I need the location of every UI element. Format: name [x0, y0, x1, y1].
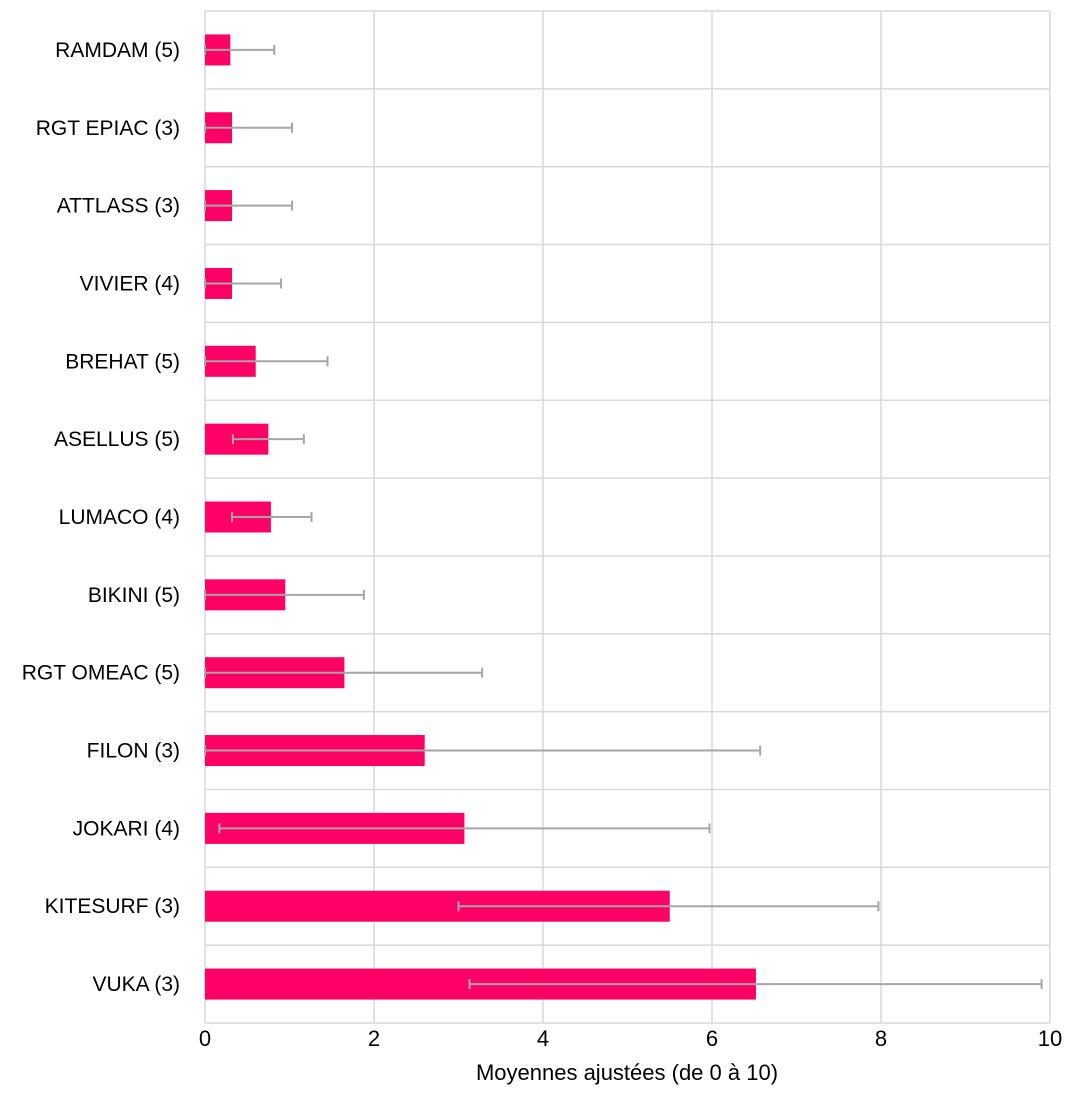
category-label: FILON (3): [87, 740, 180, 763]
x-tick-labels: 0 2 4 6 8 10: [199, 1026, 1062, 1051]
error-bar: [231, 512, 313, 522]
error-bar: [204, 44, 276, 55]
error-bar: [204, 122, 294, 133]
error-bar: [204, 589, 365, 600]
category-label: RAMDAM (5): [55, 39, 180, 62]
category-label: VIVIER (4): [80, 272, 180, 295]
error-bar: [468, 979, 1043, 990]
x-tick-label: 6: [706, 1026, 718, 1051]
error-bar: [204, 356, 329, 367]
error-bar: [457, 901, 880, 912]
category-label: LUMACO (4): [59, 506, 180, 529]
error-bar: [204, 278, 283, 289]
x-tick-label: 0: [199, 1026, 211, 1051]
category-labels: RAMDAM (5) RGT EPIAC (3) ATTLASS (3) VIVIER…: [22, 39, 180, 996]
x-tick-label: 8: [875, 1026, 887, 1051]
category-label: RGT EPIAC (3): [36, 117, 180, 140]
x-axis-title: Moyennes ajustées (de 0 à 10): [476, 1060, 778, 1085]
grid: [204, 10, 1051, 1024]
error-bar: [204, 745, 762, 756]
category-label: JOKARI (4): [73, 817, 180, 840]
category-label: BREHAT (5): [65, 350, 180, 373]
error-bars: [204, 44, 1043, 990]
x-tick-label: 10: [1038, 1026, 1062, 1051]
category-label: ASELLUS (5): [54, 428, 180, 451]
category-label: RGT OMEAC (5): [22, 662, 180, 685]
category-label: BIKINI (5): [88, 584, 180, 607]
error-bar: [204, 200, 294, 211]
category-label: VUKA (3): [92, 973, 180, 996]
error-bar: [231, 434, 305, 445]
category-label: ATTLASS (3): [57, 195, 180, 218]
x-tick-label: 2: [368, 1026, 380, 1051]
x-tick-label: 4: [537, 1026, 549, 1051]
error-bar: [218, 823, 711, 834]
category-label: KITESURF (3): [45, 895, 180, 918]
error-bar: [204, 667, 484, 678]
